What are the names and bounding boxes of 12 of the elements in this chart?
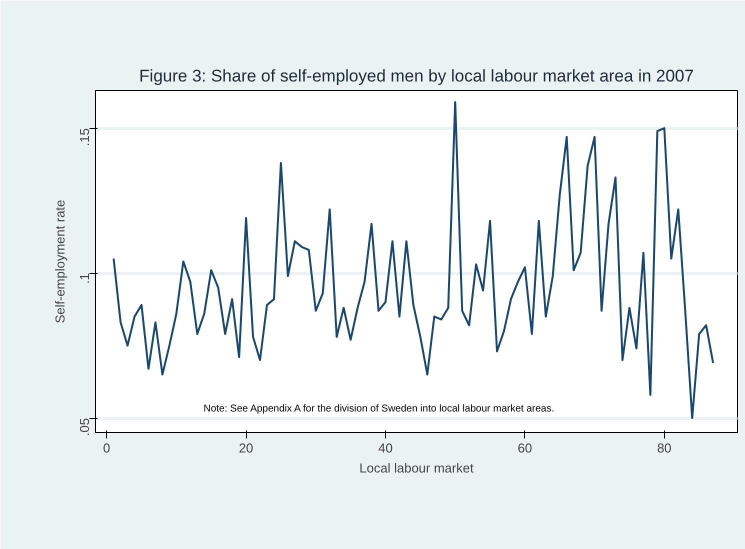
y-tick-label: .1 xyxy=(77,273,92,284)
chart-title: Figure 3: Share of self-employed men by local labour market area in 2007 xyxy=(139,66,694,86)
x-tick-label: 40 xyxy=(378,440,393,456)
x-tick-label: 0 xyxy=(103,440,110,456)
x-axis-title: Local labour market xyxy=(359,460,474,476)
y-tick-label: .15 xyxy=(77,128,92,146)
x-tick-label: 80 xyxy=(657,440,672,456)
y-tick-label: .05 xyxy=(77,418,92,436)
annotation: Note: See Appendix A for the division of Sweden into local labour market areas. xyxy=(204,404,554,414)
y-axis-title: Self-employment rate xyxy=(52,200,68,324)
x-tick-label: 20 xyxy=(238,440,254,456)
x-tick-label: 60 xyxy=(518,440,532,456)
